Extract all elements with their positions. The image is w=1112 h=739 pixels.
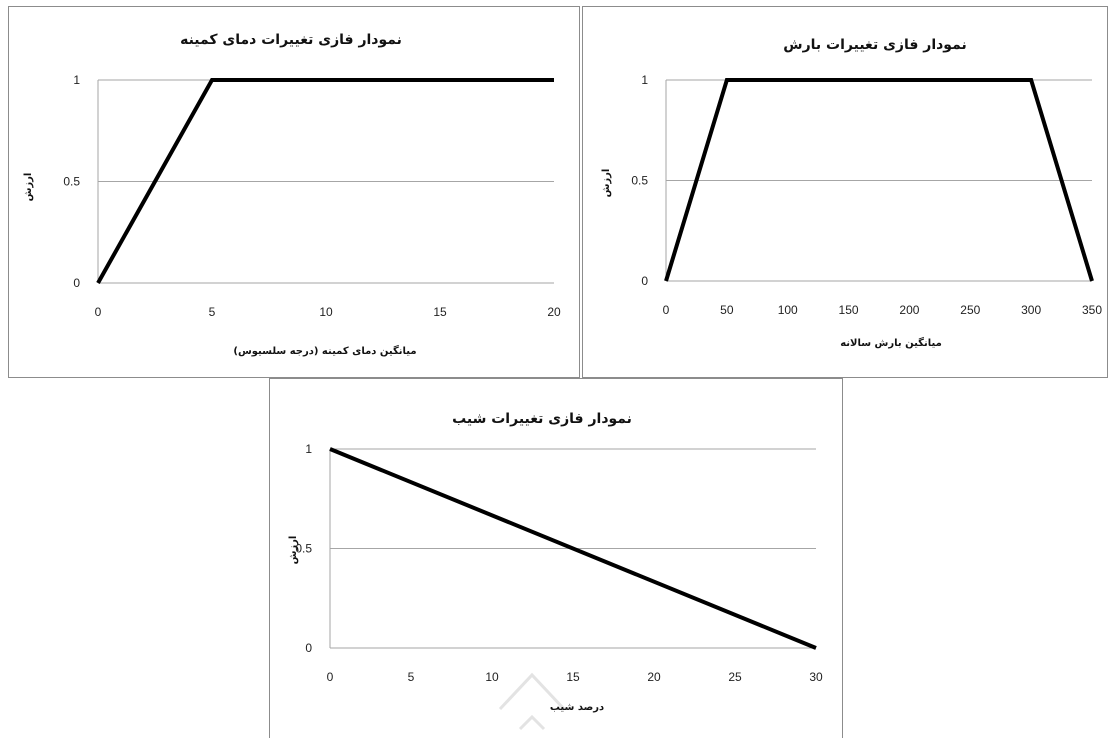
chart-title: نمودار فازی تغییرات شیب xyxy=(452,411,632,427)
x-tick-label: 30 xyxy=(809,670,823,684)
x-tick-label: 10 xyxy=(319,305,333,319)
x-axis-label: میانگین بارش سالانه xyxy=(840,336,942,349)
chart-panel-min-temperature: نمودار فازی تغییرات دمای کمینه ارزش میان… xyxy=(8,6,580,378)
y-axis-label: ارزش xyxy=(288,536,299,565)
x-tick-label: 10 xyxy=(485,670,499,684)
chart-precipitation: نمودار فازی تغییرات بارش ارزش میانگین با… xyxy=(601,37,1102,349)
x-tick-label: 0 xyxy=(95,305,102,319)
x-tick-label: 0 xyxy=(327,670,334,684)
x-tick-label: 25 xyxy=(728,670,742,684)
chart-panel-precipitation: نمودار فازی تغییرات بارش ارزش میانگین با… xyxy=(582,6,1108,378)
x-tick-label: 350 xyxy=(1082,303,1102,317)
x-tick-label: 20 xyxy=(647,670,661,684)
series-line xyxy=(664,78,1094,282)
x-tick-label: 200 xyxy=(899,303,919,317)
background-watermark xyxy=(498,672,566,731)
x-tick-label: 150 xyxy=(839,303,859,317)
x-tick-label: 5 xyxy=(408,670,415,684)
y-axis-label: ارزش xyxy=(23,173,34,202)
chart-slope: نمودار فازی تغییرات شیب ارزش درصد شیب 0 0… xyxy=(288,411,823,731)
y-tick-label: 0 xyxy=(305,641,312,655)
chart-min-temperature: نمودار فازی تغییرات دمای کمینه ارزش میان… xyxy=(23,32,561,357)
x-tick-label: 5 xyxy=(209,305,216,319)
y-tick-label: 1 xyxy=(641,73,648,87)
x-tick-label: 100 xyxy=(778,303,798,317)
x-tick-label: 15 xyxy=(433,305,447,319)
chart-title: نمودار فازی تغییرات بارش xyxy=(783,37,966,53)
y-axis-label: ارزش xyxy=(601,169,612,198)
y-tick-label: 1 xyxy=(73,73,80,87)
series-line xyxy=(96,78,554,284)
y-tick-label: 0 xyxy=(641,274,648,288)
chart-title: نمودار فازی تغییرات دمای کمینه xyxy=(180,32,402,48)
x-tick-label: 300 xyxy=(1021,303,1041,317)
x-tick-label: 20 xyxy=(547,305,561,319)
x-tick-label: 50 xyxy=(720,303,734,317)
y-tick-label: 0.5 xyxy=(631,174,648,188)
y-tick-label: 1 xyxy=(305,442,312,456)
x-tick-label: 15 xyxy=(566,670,580,684)
x-axis-label: درصد شیب xyxy=(550,702,604,713)
y-tick-label: 0 xyxy=(73,276,80,290)
x-tick-label: 250 xyxy=(960,303,980,317)
y-tick-label: 0.5 xyxy=(295,542,312,556)
chart-panel-slope: نمودار فازی تغییرات شیب ارزش درصد شیب 0 0… xyxy=(269,378,843,738)
x-tick-label: 0 xyxy=(663,303,670,317)
y-tick-label: 0.5 xyxy=(63,175,80,189)
series-line xyxy=(329,447,817,650)
x-axis-label: میانگین دمای کمینه (درجه سلسیوس) xyxy=(233,344,416,357)
